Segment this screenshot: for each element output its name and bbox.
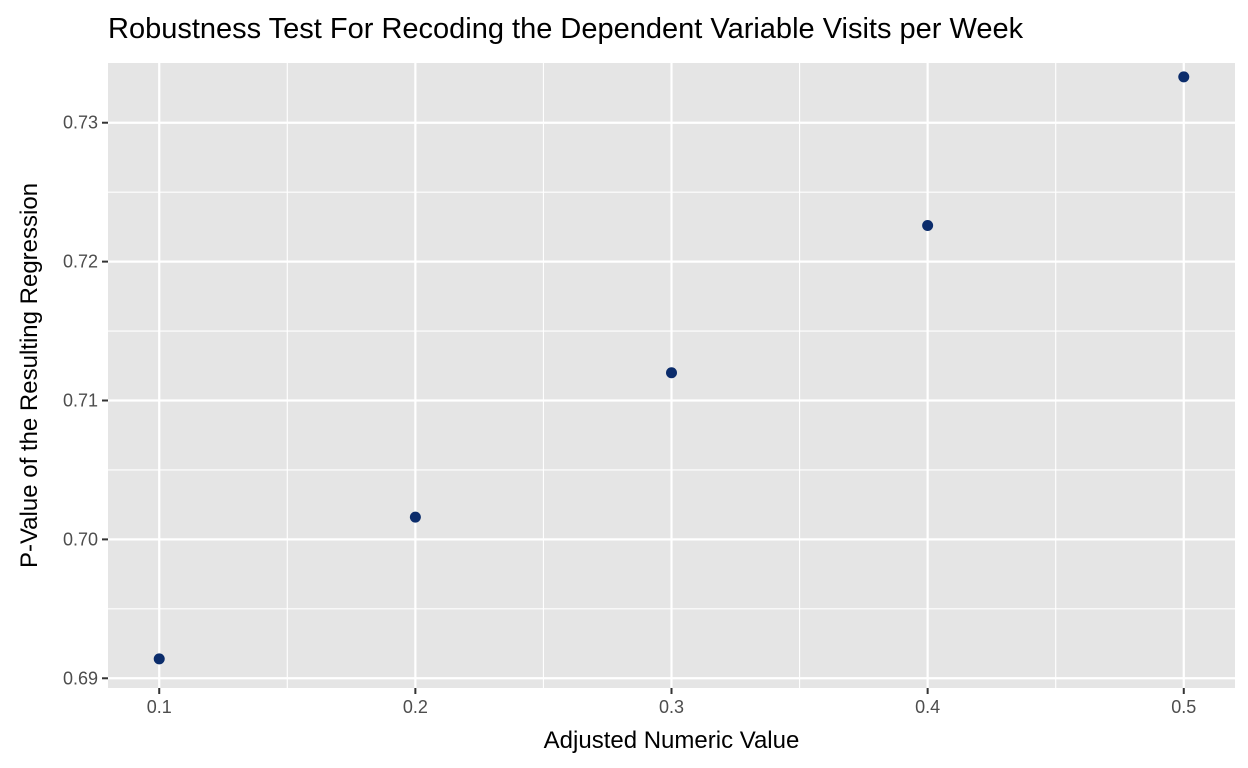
y-axis-ticks: 0.69 0.70 0.71 0.72 0.73 <box>63 113 108 688</box>
x-tick-label: 0.2 <box>403 697 428 717</box>
x-tick-label: 0.1 <box>147 697 172 717</box>
data-point <box>666 367 677 379</box>
x-axis-ticks: 0.1 0.2 0.3 0.4 0.5 <box>147 688 1196 717</box>
y-tick-label: 0.73 <box>63 113 98 133</box>
y-tick-label: 0.72 <box>63 252 98 272</box>
data-point <box>922 220 934 231</box>
x-tick-label: 0.3 <box>659 697 684 717</box>
data-point <box>1178 71 1190 83</box>
data-point <box>409 511 421 523</box>
x-axis-title: Adjusted Numeric Value <box>544 727 800 754</box>
x-tick-label: 0.5 <box>1171 697 1196 717</box>
y-tick-label: 0.71 <box>63 391 98 411</box>
data-points <box>153 71 1190 665</box>
y-axis-title: P-Value of the Resulting Regression <box>16 183 43 568</box>
y-tick-label: 0.70 <box>63 529 98 549</box>
x-tick-label: 0.4 <box>915 697 940 717</box>
data-point <box>153 653 165 665</box>
chart-title: Robustness Test For Recoding the Depende… <box>108 13 1024 45</box>
y-tick-label: 0.69 <box>63 668 98 688</box>
